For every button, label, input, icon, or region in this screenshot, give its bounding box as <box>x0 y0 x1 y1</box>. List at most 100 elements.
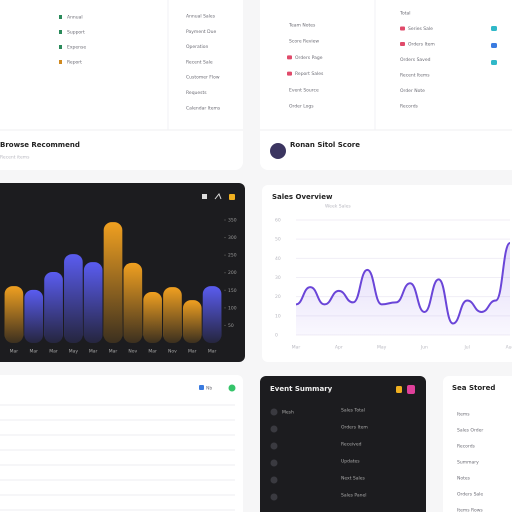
row-label: Payment Due <box>186 29 216 35</box>
y-tick-label: 200 <box>228 270 237 276</box>
icon[interactable] <box>214 193 222 200</box>
icon[interactable] <box>199 385 204 390</box>
row-avatar <box>270 476 278 484</box>
row-label: Recent Sale <box>186 59 213 65</box>
x-tick-label: Mar <box>89 349 98 355</box>
y-tick-label: 100 <box>228 305 237 311</box>
icon[interactable] <box>396 386 402 393</box>
row-label: Order Logs <box>289 104 314 110</box>
row-label: Sales Panel <box>341 493 367 499</box>
card <box>0 375 243 512</box>
row-avatar <box>270 425 278 433</box>
avatar[interactable] <box>270 143 286 159</box>
row-label: Team Notes <box>288 23 316 29</box>
row-label: Next Sales <box>341 476 366 482</box>
status-icon[interactable] <box>491 60 497 65</box>
row-label: Orders Saved <box>400 57 431 63</box>
x-tick-label: Nov <box>168 349 177 355</box>
row-label: Report Sales <box>295 71 324 77</box>
y-tick-label: 30 <box>275 275 281 281</box>
row-label: Orders Page <box>295 55 323 61</box>
chart-title: Sales Overview <box>272 193 333 201</box>
row-lead: Mesh <box>282 410 294 416</box>
x-tick-label: Mar <box>10 349 19 355</box>
x-tick-label: Mar <box>29 349 38 355</box>
y-tick-label: 250 <box>228 253 237 259</box>
bar-shade <box>64 254 83 343</box>
row-icon <box>59 45 62 49</box>
panel-title: Ronan Sitol Score <box>290 141 360 149</box>
panel-title: Event Summary <box>270 385 333 393</box>
y-tick-label: 60 <box>275 218 281 224</box>
row-icon <box>287 71 292 76</box>
row-label: Summary <box>457 460 479 466</box>
row-label: Requests <box>186 90 207 96</box>
card <box>260 376 426 512</box>
row-label: Total <box>399 11 411 17</box>
row-label: Annual <box>67 15 83 21</box>
row-avatar <box>270 408 278 416</box>
row-label: Event Source <box>289 87 319 93</box>
y-tick-label: 50 <box>275 237 281 243</box>
y-tick-label: 10 <box>275 313 281 319</box>
row-label: Operation <box>186 44 209 50</box>
status-icon[interactable] <box>491 26 497 31</box>
icon[interactable] <box>229 194 235 200</box>
x-tick-label: Jun <box>420 345 428 351</box>
row-label: Items <box>457 412 470 418</box>
x-tick-label: May <box>69 349 79 355</box>
row-label: Orders Item <box>408 42 435 48</box>
bar-shade <box>24 289 44 343</box>
x-tick-label: Mar <box>148 349 157 355</box>
chart-subtitle: Week Sales <box>325 204 351 210</box>
icon[interactable] <box>407 385 415 394</box>
row-icon <box>287 55 292 60</box>
row-label: Sales Total <box>341 408 365 414</box>
row-icon <box>59 60 62 64</box>
icon[interactable] <box>202 194 207 199</box>
x-tick-label: Mar <box>109 349 118 355</box>
x-tick-label: Mar <box>208 349 217 355</box>
row-icon <box>400 42 405 46</box>
card <box>0 0 243 170</box>
panel-title: Sea Stored <box>452 384 495 392</box>
badge: Nb <box>206 386 212 392</box>
row-label: Items Rows <box>457 508 483 512</box>
bar-shade <box>4 286 24 343</box>
bar-shade <box>123 262 143 343</box>
row-icon <box>59 30 62 34</box>
x-tick-label: Aug <box>506 345 512 351</box>
row-label: Recent Items <box>400 73 430 79</box>
bar-shade <box>103 222 123 343</box>
icon[interactable] <box>228 384 236 392</box>
row-label: Received <box>341 442 362 448</box>
row-label: Annual Sales <box>186 14 216 20</box>
y-tick-label: 0 <box>275 333 278 339</box>
row-label: Calendar Items <box>186 105 221 111</box>
row-label: Expense <box>67 45 86 51</box>
row-label: Notes <box>457 476 471 482</box>
panel-subtitle: Recent items <box>0 155 30 161</box>
x-tick-label: Mar <box>292 345 301 351</box>
row-label: Updates <box>341 459 360 465</box>
row-label: Records <box>400 104 419 110</box>
card <box>260 0 512 170</box>
row-label: Sales Order <box>457 428 483 434</box>
line-area <box>296 243 510 335</box>
x-tick-label: Nov <box>128 349 137 355</box>
x-tick-label: May <box>377 345 387 351</box>
row-label: Series Sale <box>408 26 433 32</box>
y-tick-label: 350 <box>228 218 237 224</box>
bar-shade <box>143 292 162 343</box>
row-label: Support <box>67 30 85 36</box>
y-tick-label: 20 <box>275 294 281 300</box>
row-avatar <box>270 493 278 501</box>
y-tick-label: 150 <box>228 288 237 294</box>
x-tick-label: Mar <box>188 349 197 355</box>
panel-title: Browse Recommend <box>0 141 80 149</box>
bar-shade <box>163 287 182 343</box>
card <box>443 376 512 512</box>
row-label: Report <box>67 60 82 66</box>
row-avatar <box>270 442 278 450</box>
status-icon[interactable] <box>491 43 497 48</box>
